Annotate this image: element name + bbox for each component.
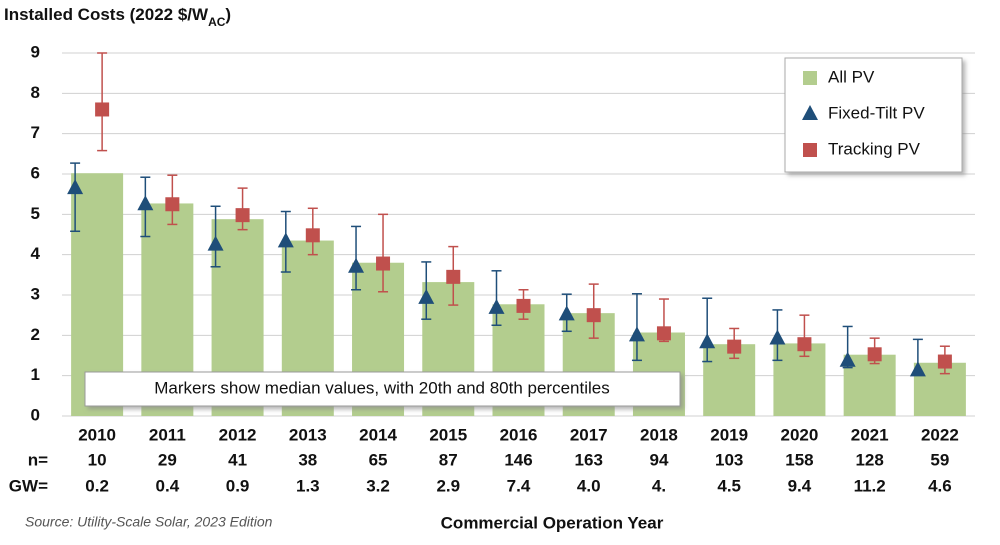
fixed-tilt-marker — [769, 329, 786, 345]
x-tick-label: 2014 — [359, 425, 397, 444]
tracking-marker — [656, 326, 671, 341]
tracking-marker — [446, 269, 461, 284]
fixed-tilt-marker — [67, 179, 84, 195]
n-value: 146 — [504, 450, 532, 469]
x-tick-label: 2010 — [78, 425, 116, 444]
n-value: 65 — [369, 450, 388, 469]
tracking-marker — [797, 337, 812, 352]
y-tick-label: 6 — [31, 163, 40, 182]
x-tick-label: 2013 — [289, 425, 327, 444]
gw-value: 4.0 — [577, 476, 601, 495]
tracking-marker — [727, 339, 742, 354]
y-tick-label: 0 — [31, 405, 40, 424]
gw-value: 7.4 — [507, 476, 531, 495]
legend-label: Tracking PV — [828, 139, 921, 158]
x-tick-label: 2020 — [781, 425, 819, 444]
fixed-tilt-marker — [699, 333, 716, 349]
x-tick-label: 2019 — [710, 425, 748, 444]
gw-value: 11.2 — [854, 476, 886, 495]
gw-value: 4. — [652, 476, 666, 495]
legend-swatch — [803, 71, 817, 85]
y-tick-label: 8 — [31, 83, 40, 102]
annotation-box — [84, 371, 681, 407]
tracking-marker — [305, 228, 320, 243]
n-value: 103 — [715, 450, 743, 469]
x-tick-label: 2017 — [570, 425, 608, 444]
gw-value: 0.4 — [156, 476, 180, 495]
x-tick-label: 2016 — [500, 425, 538, 444]
n-value: 38 — [298, 450, 317, 469]
n-value: 128 — [855, 450, 883, 469]
y-tick-label: 3 — [31, 284, 40, 303]
tracking-marker — [376, 256, 391, 271]
tracking-marker — [937, 354, 952, 369]
x-tick-label: 2015 — [429, 425, 467, 444]
n-value: 158 — [785, 450, 813, 469]
x-tick-label: 2012 — [219, 425, 257, 444]
gw-value: 4.5 — [717, 476, 741, 495]
tracking-marker — [95, 102, 110, 117]
bar — [773, 343, 826, 416]
fixed-tilt-marker — [348, 257, 365, 273]
fixed-tilt-marker — [909, 361, 926, 377]
x-tick-label: 2022 — [921, 425, 959, 444]
bar — [703, 344, 756, 416]
n-value: 10 — [88, 450, 107, 469]
x-tick-label: 2011 — [149, 425, 186, 444]
y-tick-label: 5 — [31, 204, 40, 223]
gw-value: 0.2 — [85, 476, 109, 495]
gw-value: 0.9 — [226, 476, 250, 495]
tracking-marker — [235, 208, 250, 223]
annotation: Markers show median values, with 20th an… — [154, 378, 609, 397]
n-value: 59 — [930, 450, 949, 469]
n-value: 41 — [228, 450, 247, 469]
n-value: 163 — [575, 450, 603, 469]
y-axis-label: Installed Costs (2022 $/WAC) — [4, 5, 231, 29]
gw-value: 1.3 — [296, 476, 320, 495]
y-tick-label: 1 — [31, 365, 40, 384]
legend-label: Fixed-Tilt PV — [828, 103, 925, 122]
fixed-tilt-marker — [137, 195, 154, 211]
legend-label: All PV — [828, 67, 875, 86]
n-value: 29 — [158, 450, 177, 469]
fixed-tilt-marker — [418, 288, 435, 304]
gw-value: 3.2 — [366, 476, 390, 495]
tracking-marker — [867, 347, 882, 362]
n-value: 94 — [650, 450, 669, 469]
x-axis-label: Commercial Operation Year — [441, 513, 664, 532]
fixed-tilt-marker — [558, 305, 575, 321]
gw-value: 2.9 — [436, 476, 460, 495]
gw-value: 4.6 — [928, 476, 952, 495]
tracking-marker — [516, 298, 531, 313]
gw-value: 9.4 — [788, 476, 812, 495]
y-tick-label: 2 — [31, 325, 40, 344]
fixed-tilt-marker — [277, 232, 294, 248]
y-tick-label: 4 — [31, 244, 41, 263]
fixed-tilt-marker — [207, 235, 224, 251]
tracking-marker — [165, 197, 180, 212]
fixed-tilt-marker — [488, 298, 505, 314]
source: Source: Utility-Scale Solar, 2023 Editio… — [25, 514, 273, 530]
fixed-tilt-marker — [628, 326, 645, 342]
gw-row-label: GW= — [9, 476, 48, 495]
fixed-tilt-marker — [802, 105, 818, 120]
x-tick-label: 2021 — [851, 425, 889, 444]
fixed-tilt-marker — [839, 351, 856, 367]
n-row-label: n= — [28, 450, 48, 469]
tracking-marker — [586, 308, 601, 323]
x-tick-label: 2018 — [640, 425, 678, 444]
tracking-marker — [803, 143, 817, 157]
y-tick-label: 9 — [31, 42, 40, 61]
n-value: 87 — [439, 450, 458, 469]
y-tick-label: 7 — [31, 123, 40, 142]
